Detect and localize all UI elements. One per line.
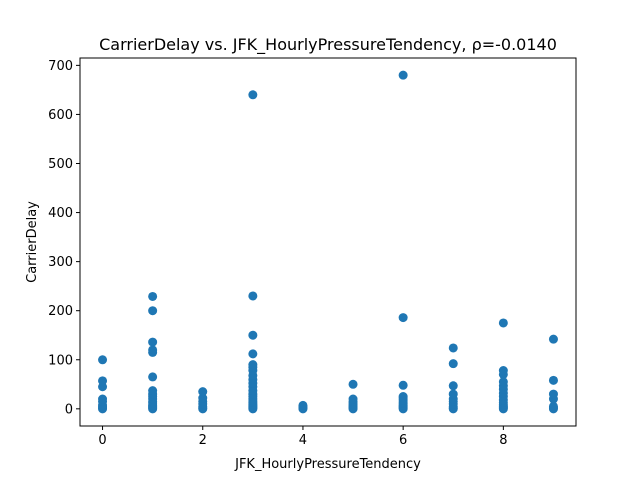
data-point — [398, 380, 408, 390]
data-point — [248, 90, 258, 100]
data-point — [548, 375, 558, 385]
data-point — [148, 386, 158, 396]
data-point — [548, 401, 558, 411]
data-point — [448, 359, 458, 369]
x-tick-label: 8 — [499, 433, 507, 448]
y-tick-label: 300 — [48, 255, 73, 270]
data-point — [398, 70, 408, 80]
y-tick-label: 200 — [48, 304, 73, 319]
data-point — [348, 394, 358, 404]
data-point — [498, 318, 508, 328]
y-axis: 0 100 200 300 400 500 600 700 — [48, 59, 80, 417]
x-tick-label: 2 — [199, 433, 207, 448]
data-point — [198, 387, 208, 397]
data-point — [148, 306, 158, 316]
data-point — [248, 349, 258, 359]
data-point — [248, 360, 258, 370]
data-points — [98, 70, 558, 414]
y-tick-label: 600 — [48, 108, 73, 123]
x-tick-label: 0 — [98, 433, 106, 448]
data-point — [148, 345, 158, 355]
data-point — [248, 291, 258, 301]
data-point — [298, 400, 308, 410]
data-point — [548, 334, 558, 344]
data-point — [98, 376, 108, 386]
data-point — [348, 379, 358, 389]
plot-frame — [79, 57, 577, 427]
data-point — [98, 355, 108, 365]
data-point — [548, 389, 558, 399]
data-point — [498, 377, 508, 387]
y-tick-label: 400 — [48, 206, 73, 221]
data-point — [148, 337, 158, 347]
y-tick-label: 100 — [48, 353, 73, 368]
data-point — [498, 366, 508, 376]
data-point — [448, 381, 458, 391]
x-tick-label: 4 — [299, 433, 307, 448]
y-tick-label: 500 — [48, 157, 73, 172]
y-tick-label: 0 — [65, 402, 73, 417]
chart-title: CarrierDelay vs. JFK_HourlyPressureTende… — [99, 35, 557, 55]
y-axis-label: CarrierDelay — [25, 201, 40, 283]
data-point — [98, 394, 108, 404]
data-point — [398, 313, 408, 323]
data-point — [248, 330, 258, 340]
data-point — [448, 389, 458, 399]
y-tick-label: 700 — [48, 59, 73, 74]
data-point — [148, 372, 158, 382]
data-point — [398, 392, 408, 402]
data-point — [448, 343, 458, 353]
data-point — [198, 393, 208, 403]
x-axis: 0 2 4 6 8 — [98, 426, 507, 448]
x-axis-label: JFK_HourlyPressureTendency — [234, 457, 421, 472]
data-point — [148, 291, 158, 301]
x-tick-label: 6 — [399, 433, 407, 448]
